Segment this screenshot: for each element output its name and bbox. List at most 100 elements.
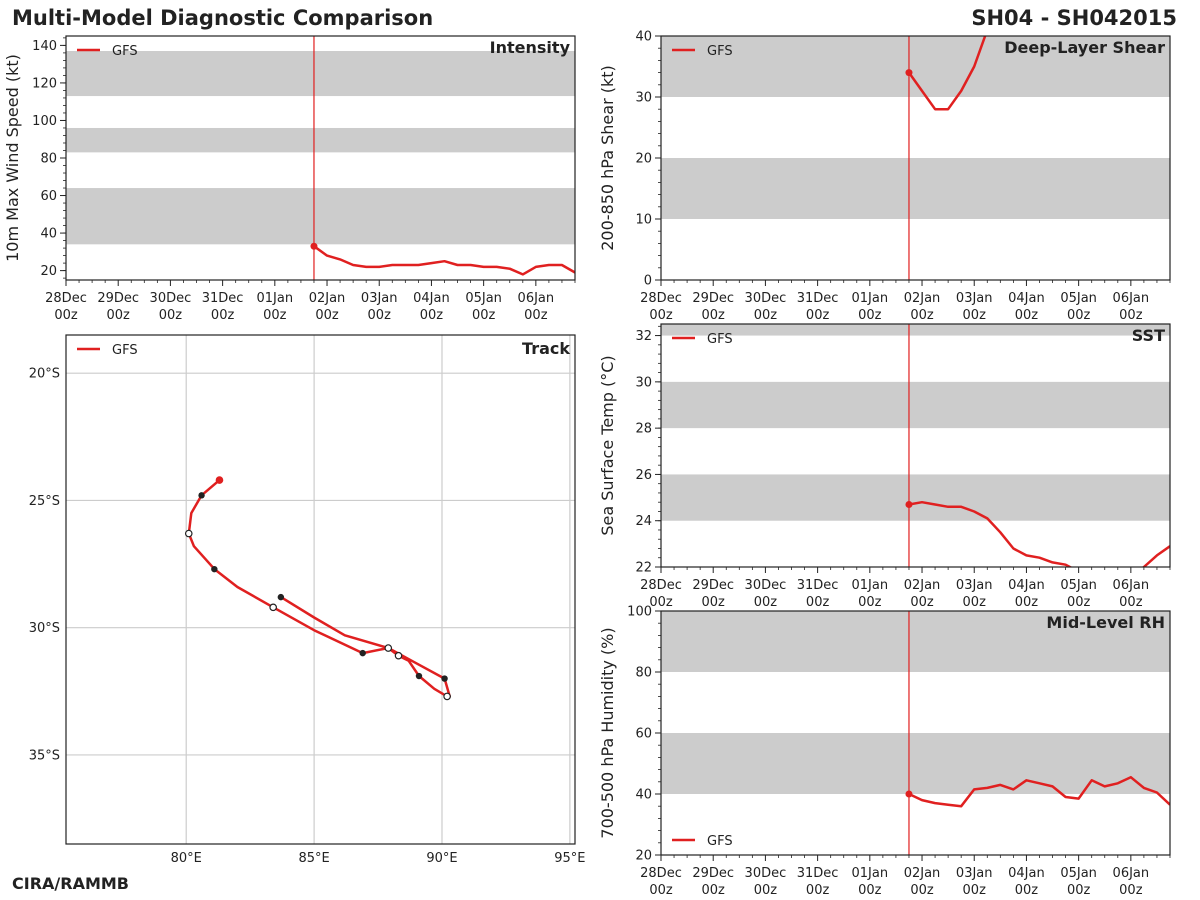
- track-path: [187, 479, 451, 698]
- intensity-xtick-date: 02Jan: [309, 291, 346, 306]
- intensity-xtick-hour: 00z: [420, 308, 444, 323]
- sst-xtick-hour: 00z: [1119, 595, 1143, 610]
- sst-xtick-date: 04Jan: [1008, 578, 1045, 593]
- shear-xtick-hour: 00z: [858, 308, 882, 323]
- sst-xtick-hour: 00z: [1015, 595, 1039, 610]
- rh-xtick-hour: 00z: [754, 883, 778, 898]
- sst-xtick-date: 05Jan: [1060, 578, 1097, 593]
- sst-ytick-label: 30: [635, 375, 652, 390]
- sst-xtick-date: 29Dec: [692, 578, 734, 593]
- rh-ytick-label: 40: [635, 788, 652, 803]
- track-panel: 80°E 85°E 90°E 95°E 20°S 25°S 30°S 35°S Track GFS: [29, 334, 586, 866]
- sst-xtick-date: 02Jan: [904, 578, 941, 593]
- figure-title: Multi-Model Diagnostic Comparison: [12, 6, 433, 30]
- intensity-xtick-hour: 00z: [368, 308, 392, 323]
- shear-xtick-date: 06Jan: [1113, 291, 1150, 306]
- sst-ytick-label: 28: [635, 422, 652, 437]
- track-ytick-label: 25°S: [29, 494, 60, 509]
- shear-xtick-date: 29Dec: [692, 291, 734, 306]
- intensity-ytick-label: 120: [32, 76, 57, 91]
- shear-xtick-hour: 00z: [1067, 308, 1091, 323]
- shear-xtick-date: 01Jan: [852, 291, 889, 306]
- shear-xtick-hour: 00z: [1015, 308, 1039, 323]
- intensity-ytick-label: 20: [40, 264, 57, 279]
- intensity-ytick-label: 80: [40, 152, 57, 167]
- shear-xtick-hour: 00z: [649, 308, 673, 323]
- sst-band-1: [661, 381, 1170, 429]
- shear-xtick-hour: 00z: [806, 308, 830, 323]
- shear-xtick-hour: 00z: [702, 308, 726, 323]
- rh-xtick-hour: 00z: [963, 883, 987, 898]
- intensity-xtick-date: 04Jan: [413, 291, 450, 306]
- rh-title: Mid-Level RH: [1046, 613, 1165, 632]
- sst-xtick-date: 31Dec: [797, 578, 839, 593]
- rh-xtick-date: 28Dec: [640, 866, 682, 881]
- track-xtick-label: 80°E: [171, 851, 202, 866]
- shear-legend-label: GFS: [707, 44, 733, 59]
- intensity-legend-label: GFS: [112, 44, 138, 59]
- shear-xtick-date: 28Dec: [640, 291, 682, 306]
- rh-xtick-hour: 00z: [806, 883, 830, 898]
- track-point-filled: [211, 565, 218, 573]
- rh-init-point: [905, 790, 913, 798]
- sst-band-2: [661, 324, 1170, 336]
- track-point-open: [384, 644, 393, 652]
- shear-ylabel: 200-850 hPa Shear (kt): [598, 65, 617, 251]
- sst-ylabel: Sea Surface Temp (°C): [598, 355, 617, 535]
- intensity-init-point: [310, 242, 318, 250]
- intensity-ytick-label: 100: [32, 114, 57, 129]
- intensity-xtick-hour: 00z: [54, 308, 78, 323]
- rh-ytick-label: 80: [635, 666, 652, 681]
- rh-xtick-date: 04Jan: [1008, 866, 1045, 881]
- intensity-xtick-date: 01Jan: [257, 291, 294, 306]
- rh-xtick-date: 03Jan: [956, 866, 993, 881]
- intensity-ylabel: 10m Max Wind Speed (kt): [3, 54, 22, 262]
- rh-xtick-date: 29Dec: [692, 866, 734, 881]
- sst-xtick-hour: 00z: [754, 595, 778, 610]
- track-ytick-label: 30°S: [29, 621, 60, 636]
- track-point-open: [184, 529, 193, 538]
- sst-xtick-date: 03Jan: [956, 578, 993, 593]
- track-ytick-label: 20°S: [29, 367, 60, 382]
- sst-legend-label: GFS: [707, 332, 733, 347]
- shear-ytick-label: 40: [635, 30, 652, 45]
- sst-xtick-hour: 00z: [702, 595, 726, 610]
- sst-frame: [660, 323, 1171, 568]
- shear-title: Deep-Layer Shear: [1004, 38, 1165, 57]
- rh-series-line-0: [908, 775, 1170, 808]
- intensity-band-0: [66, 188, 575, 245]
- track-legend-label: GFS: [112, 343, 138, 358]
- rh-band-0: [661, 733, 1170, 794]
- shear-init-point: [905, 69, 913, 77]
- rh-xtick-hour: 00z: [858, 883, 882, 898]
- shear-ytick-label: 0: [644, 274, 652, 289]
- shear-ytick-label: 20: [635, 152, 652, 167]
- track-point-open: [443, 692, 451, 701]
- shear-xtick-date: 03Jan: [956, 291, 993, 306]
- shear-ytick-label: 10: [635, 213, 652, 228]
- shear-xtick-date: 02Jan: [904, 291, 941, 306]
- intensity-band-2: [66, 51, 575, 97]
- rh-legend-label: GFS: [707, 834, 733, 849]
- rh-xtick-hour: 00z: [702, 883, 726, 898]
- track-point-filled: [415, 672, 423, 680]
- rh-band-1: [661, 611, 1170, 672]
- sst-ytick-label: 26: [635, 468, 652, 483]
- storm-id: SH04 - SH042015: [971, 6, 1177, 30]
- intensity-xtick-date: 05Jan: [465, 291, 502, 306]
- rh-xtick-hour: 00z: [1067, 883, 1091, 898]
- track-frame: [65, 334, 576, 845]
- track-ytick-label: 35°S: [29, 748, 60, 763]
- intensity-xtick-date: 03Jan: [361, 291, 398, 306]
- shear-xtick-date: 04Jan: [1008, 291, 1045, 306]
- intensity-xtick-hour: 00z: [107, 308, 131, 323]
- shear-series-line-0: [907, 36, 987, 111]
- track-point-filled: [277, 593, 285, 601]
- intensity-xtick-hour: 00z: [263, 308, 287, 323]
- sst-series-line-0: [908, 500, 1170, 567]
- rh-ylabel: 700-500 hPa Humidity (%): [598, 627, 617, 838]
- track-point-filled: [359, 649, 366, 657]
- intensity-ytick-label: 60: [40, 189, 57, 204]
- sst-xtick-date: 28Dec: [640, 578, 682, 593]
